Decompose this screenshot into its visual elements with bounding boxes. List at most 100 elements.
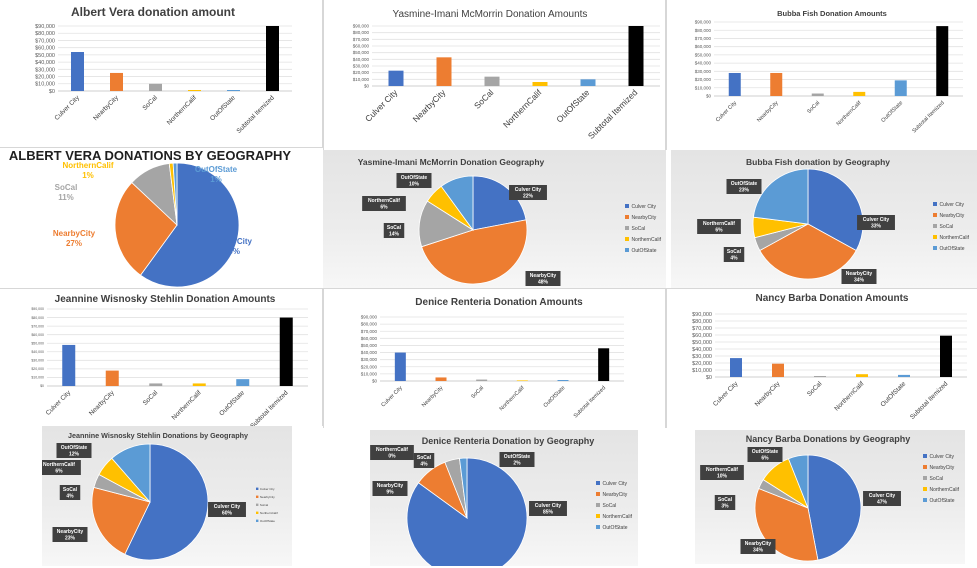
legend-swatch xyxy=(933,224,937,228)
data-label-box xyxy=(740,539,776,554)
legend-entry: SoCal xyxy=(940,224,954,230)
data-label-value: 6% xyxy=(55,469,63,475)
y-tick-label: $70,000 xyxy=(361,329,378,334)
slice-culver-city xyxy=(406,457,528,566)
data-label-value: 10% xyxy=(409,182,420,188)
legend-swatch xyxy=(933,246,937,250)
jeannine-stehlin-bar-chart: Jeannine Wisnosky Stehlin Donation Amoun… xyxy=(31,294,308,426)
bar-northerncalif xyxy=(192,383,206,386)
bar-outofstate xyxy=(236,379,250,386)
data-label-box xyxy=(863,491,901,506)
y-tick-label: $60,000 xyxy=(695,44,712,49)
bar-socal xyxy=(484,76,500,86)
y-tick-label: $50,000 xyxy=(361,343,378,348)
y-tick-label: $0 xyxy=(706,375,712,381)
legend-swatch xyxy=(625,204,629,208)
yasmine-mcmorrin-pie-panel: Yasmine-Imani McMorrin Donation Geograph… xyxy=(323,150,666,288)
nancy-barba-pie-chart: Nancy Barba Donations by Geography Culver… xyxy=(700,434,960,562)
legend-swatch xyxy=(596,481,600,485)
y-tick-label: $50,000 xyxy=(353,50,370,55)
chart-title: Denice Renteria Donation by Geography xyxy=(422,436,595,446)
y-tick-label: $90,000 xyxy=(361,315,378,320)
slice-outofstate xyxy=(111,443,151,504)
data-label-box xyxy=(841,269,877,284)
legend-swatch xyxy=(256,511,259,514)
y-tick-label: $80,000 xyxy=(692,319,712,325)
data-label-name: NearbyCity xyxy=(377,483,404,489)
y-tick-label: $0 xyxy=(40,384,44,388)
data-label-box xyxy=(208,502,246,517)
y-tick-label: $70,000 xyxy=(31,324,44,328)
data-label-value: 11% xyxy=(58,193,74,202)
slice-outofstate xyxy=(459,457,468,519)
legend-entry: Culver City xyxy=(260,487,275,491)
data-label-box xyxy=(525,271,561,286)
data-label-name: NearbyCity xyxy=(745,541,772,547)
data-label-value: 10% xyxy=(717,474,728,480)
legend-swatch xyxy=(256,495,259,498)
bar-culver-city xyxy=(394,352,406,381)
legend-swatch xyxy=(933,235,937,239)
y-tick-label: $10,000 xyxy=(361,371,378,376)
bar-culver-city xyxy=(388,70,404,86)
bar-outofstate xyxy=(227,90,240,91)
chart-title: Jeannine Wisnosky Stehlin Donation Amoun… xyxy=(55,294,276,305)
x-category-label: NearbyCity xyxy=(92,94,120,122)
data-label-value: 4% xyxy=(730,256,738,262)
data-label-box xyxy=(372,481,408,496)
legend-entry: NearbyCity xyxy=(930,465,955,471)
bar-subtotal-itemized xyxy=(266,26,279,91)
data-label-name: NorthernCalif xyxy=(376,447,408,453)
y-tick-label: $70,000 xyxy=(692,326,712,332)
bar-outofstate xyxy=(894,80,907,96)
data-label-name: NearbyCity xyxy=(846,271,873,277)
x-category-label: NorthernCalif xyxy=(166,94,198,126)
x-category-label: Subtotal Itemized xyxy=(573,385,607,419)
bar-northerncalif xyxy=(853,91,866,96)
yasmine-mcmorrin-pie-chart: Yasmine-Imani McMorrin Donation Geograph… xyxy=(358,157,662,286)
data-label-box xyxy=(59,485,81,500)
y-tick-label: $10,000 xyxy=(353,77,370,82)
data-label-value: 23% xyxy=(65,536,76,542)
nancy-barba-bar-chart: Nancy Barba Donation Amounts $0$10,000$20… xyxy=(692,293,967,421)
x-category-label: NorthernCalif xyxy=(171,389,203,421)
y-tick-label: $30,000 xyxy=(692,354,712,360)
x-category-label: SoCal xyxy=(806,100,821,115)
y-tick-label: $60,000 xyxy=(353,44,370,49)
data-label-name: NearbyCity xyxy=(57,529,84,535)
slice-culver-city xyxy=(124,443,209,561)
legend-swatch xyxy=(256,503,259,506)
data-label-box xyxy=(396,173,432,188)
bar-outofstate xyxy=(557,380,569,381)
bar-culver-city xyxy=(71,52,84,91)
legend-swatch xyxy=(596,514,600,518)
y-tick-label: $40,000 xyxy=(353,57,370,62)
slice-nearbycity xyxy=(114,181,178,276)
data-label-value: 14% xyxy=(389,232,400,238)
bar-nearbycity xyxy=(105,370,119,386)
denice-renteria-pie-chart: Denice Renteria Donation by Geography Cul… xyxy=(370,436,633,566)
data-label-box xyxy=(747,447,783,462)
y-tick-label: $20,000 xyxy=(695,77,712,82)
nancy-barba-pie-panel: Nancy Barba Donations by Geography Culver… xyxy=(695,430,965,564)
data-label-name: NorthernCalif xyxy=(703,221,735,227)
bar-northerncalif xyxy=(532,82,548,86)
slice-nearbycity xyxy=(91,486,151,555)
legend-swatch xyxy=(933,213,937,217)
x-category-label: SoCal xyxy=(142,389,160,407)
y-tick-label: $30,000 xyxy=(353,64,370,69)
x-category-label: NearbyCity xyxy=(754,380,782,408)
x-category-label: SoCal xyxy=(470,385,485,400)
x-category-label: Culver City xyxy=(715,100,738,123)
x-category-label: NearbyCity xyxy=(421,385,445,409)
bubba-fish-pie-panel: Bubba Fish donation by Geography Culver C… xyxy=(671,150,977,288)
legend-entry: SoCal xyxy=(930,476,944,482)
denice-renteria-pie-panel: Denice Renteria Donation by Geography Cul… xyxy=(370,430,638,566)
chart-title: Nancy Barba Donations by Geography xyxy=(746,434,911,444)
data-label-name: SoCal xyxy=(727,249,742,255)
x-category-label: NorthernCalif xyxy=(499,385,526,412)
bar-nearbycity xyxy=(772,363,784,377)
chart-title: Albert Vera donation amount xyxy=(71,5,235,19)
data-label-value: 60% xyxy=(222,511,233,517)
y-tick-label: $40,000 xyxy=(31,350,44,354)
